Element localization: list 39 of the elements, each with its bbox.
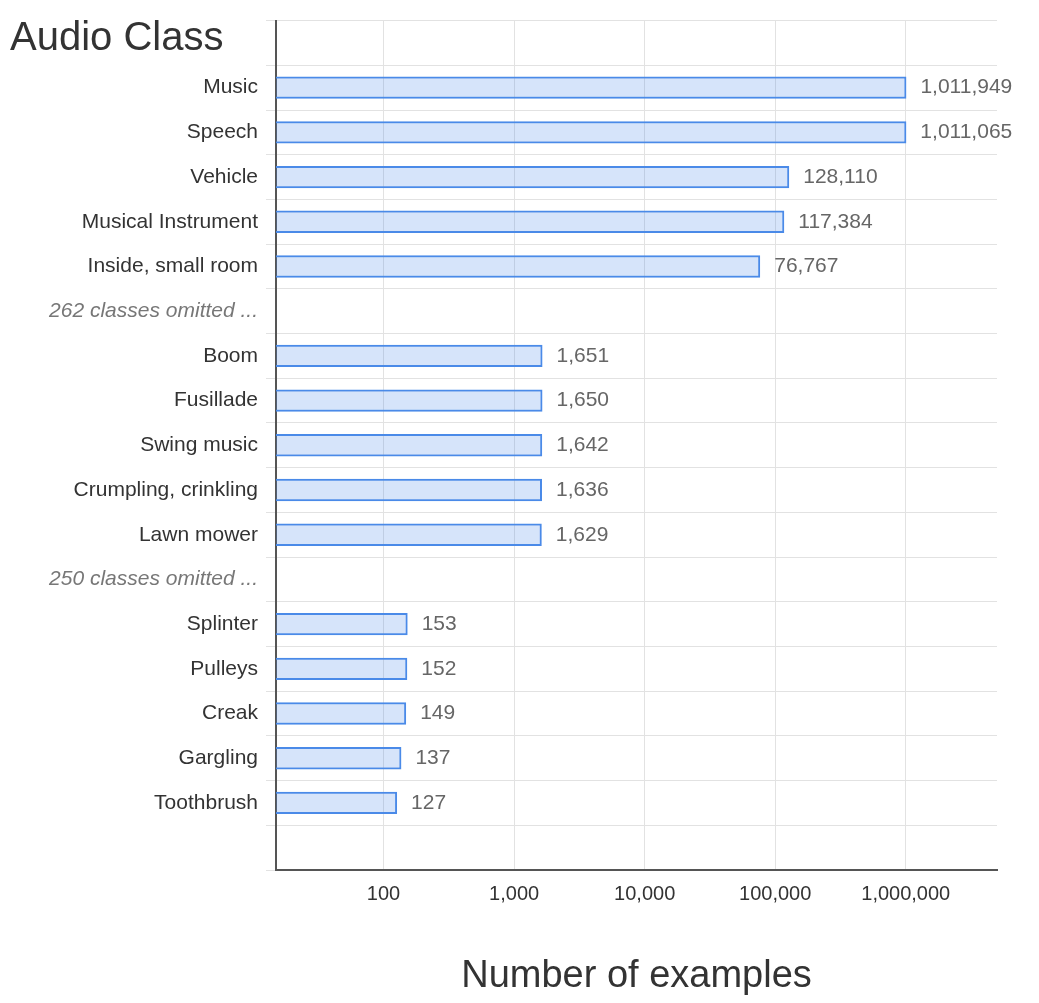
data-label: 1,636: [556, 476, 609, 500]
data-label: 149: [420, 700, 456, 724]
y-tick-label: Swing music: [140, 432, 258, 456]
x-tick-label: 1,000,000: [861, 881, 951, 904]
data-label: 1,011,949: [920, 74, 1013, 98]
y-tick-label: Crumpling, crinkling: [73, 476, 258, 500]
y-tick-label: Creak: [201, 700, 259, 724]
data-label: 127: [411, 789, 447, 813]
y-tick-label: Fusillade: [173, 387, 258, 411]
y-tick-label: Boom: [203, 342, 258, 366]
data-label: 1,629: [555, 521, 609, 545]
y-tick-label: Musical Instrument: [81, 208, 259, 232]
y-tick-label: Lawn mower: [138, 521, 258, 545]
data-label: 1,642: [556, 432, 609, 456]
data-label: 153: [421, 610, 457, 634]
y-tick-label: Toothbrush: [154, 789, 258, 813]
y-tick-label: Splinter: [186, 610, 259, 634]
y-tick-label: Speech: [186, 119, 258, 143]
x-tick-label: 100,000: [739, 881, 812, 904]
y-tick-label: Inside, small room: [87, 253, 258, 277]
y-axis-title: Audio Class: [10, 13, 224, 58]
data-label: 128,110: [803, 163, 878, 187]
data-label: 117,384: [798, 208, 873, 232]
x-tick-label: 100: [366, 881, 401, 904]
y-tick-label: Music: [203, 74, 258, 98]
data-label: 1,651: [556, 342, 610, 366]
x-tick-label: 10,000: [614, 881, 676, 904]
data-label: 137: [415, 745, 451, 769]
y-tick-label: Vehicle: [190, 163, 258, 187]
y-tick-label: 262 classes omitted ...: [48, 298, 258, 322]
data-label: 152: [421, 655, 457, 679]
data-label: 1,011,065: [920, 119, 1013, 143]
x-tick-label: 1,000: [489, 881, 540, 904]
y-tick-label: Pulleys: [190, 655, 258, 679]
x-axis-title: Number of examples: [461, 952, 812, 995]
data-label: 1,650: [556, 387, 610, 411]
y-tick-label: 250 classes omitted ...: [48, 566, 258, 590]
data-label: 76,767: [774, 253, 839, 277]
y-tick-label: Gargling: [178, 745, 258, 769]
